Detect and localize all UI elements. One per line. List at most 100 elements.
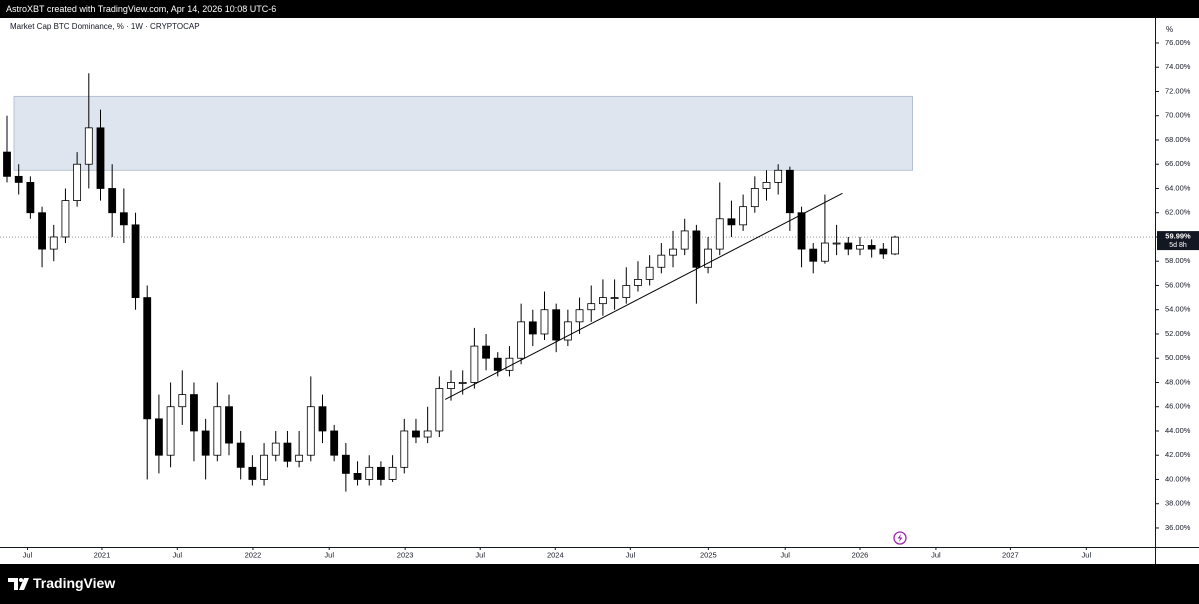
y-tick-label: 72.00% [1165,86,1191,95]
symbol-legend: Market Cap BTC Dominance, % · 1W · CRYPT… [10,22,200,31]
candle-body [727,218,736,226]
y-tick-label: 54.00% [1165,305,1191,314]
price-tag-label: 59.99% [1165,232,1191,241]
candle-body [575,309,584,323]
candle-body [84,127,93,165]
candle-body [295,454,304,462]
x-tick-label: 2023 [397,550,414,559]
candle-body [341,454,350,474]
x-tick-label: Jul [626,550,636,559]
candle-body [622,285,631,298]
candle-body [750,188,759,208]
candle-body [739,206,748,226]
candle-body [388,466,397,480]
x-tick-label: Jul [475,550,485,559]
candle-body [61,200,70,238]
candle-body [797,212,806,250]
x-tick-label: Jul [780,550,790,559]
candle-body [563,321,572,341]
candle-body [38,212,46,250]
candle-body [365,466,374,480]
x-tick-label: 2022 [245,550,262,559]
candle-body [447,382,455,389]
x-tick-label: 2027 [1002,550,1019,559]
y-tick-label: 44.00% [1165,426,1191,435]
y-tick-label: 58.00% [1165,256,1191,265]
candle-body [49,236,58,250]
y-tick-label: 52.00% [1165,329,1191,338]
candle-body [669,248,677,256]
candle-body [283,442,292,462]
y-tick-label: 36.00% [1165,523,1191,532]
candle-body [412,430,420,438]
y-tick-label: 62.00% [1165,208,1191,217]
candle-body [213,406,222,456]
lightning-icon [893,531,907,545]
y-tick-label: 70.00% [1165,111,1191,120]
candle-body [762,182,771,189]
candle-body [225,406,233,444]
candle-body [657,254,666,268]
candle-body [26,182,35,214]
candle-body [108,188,117,214]
candle-body [178,394,187,408]
header-bar [0,0,1199,18]
y-tick-label: 56.00% [1165,280,1191,289]
y-tick-label: 68.00% [1165,135,1191,144]
x-tick-label: Jul [173,550,183,559]
candle-body [14,175,23,183]
brand-logo [8,578,29,590]
candle-body [119,212,128,226]
y-tick-label: 48.00% [1165,377,1191,386]
brand-name: TradingView [33,575,115,591]
candle-body [517,321,526,359]
y-tick-label: 42.00% [1165,450,1191,459]
y-tick-label: 38.00% [1165,499,1191,508]
x-tick-label: Jul [23,550,33,559]
candle-body [236,442,245,468]
trendline [444,192,843,400]
candle-body [131,224,140,298]
y-tick-label: 46.00% [1165,402,1191,411]
candle-body [856,245,864,250]
x-tick-label: Jul [324,550,334,559]
candle-body [423,430,432,438]
x-tick-label: Jul [1082,550,1092,559]
y-tick-label: 66.00% [1165,159,1191,168]
candle-body [306,406,315,456]
candle-body [552,309,561,341]
candle-body [528,321,537,335]
candle-body [96,127,105,189]
candle-body [353,473,362,480]
candle-body [470,345,479,383]
candle-body [201,430,210,456]
y-tick-label: 50.00% [1165,353,1191,362]
price-tag [1157,231,1199,251]
y-tick-label: 76.00% [1165,38,1191,47]
candle-body [587,303,596,311]
candle-body [73,163,82,201]
candle-body [540,309,549,335]
candle-body [680,230,689,250]
candle-body [774,169,783,183]
countdown-label: 5d 8h [1169,242,1187,249]
candle-body [704,248,712,268]
x-tick-label: Jul [931,550,941,559]
candle-body [155,418,163,456]
candle-body [821,242,829,262]
candle-body [809,248,818,262]
candle-body [715,218,724,250]
candle-body [599,297,607,305]
candle-body [458,382,467,384]
candle-body [318,406,327,432]
candle-body [260,454,268,480]
candle-body [692,230,701,268]
header-text: AstroXBT created with TradingView.com, A… [6,4,276,14]
candle-body [271,442,280,456]
candle-body [435,388,444,432]
candle-body [330,430,339,456]
candle-body [645,266,654,280]
x-tick-label: 2024 [547,550,564,559]
candle-body [844,242,853,250]
